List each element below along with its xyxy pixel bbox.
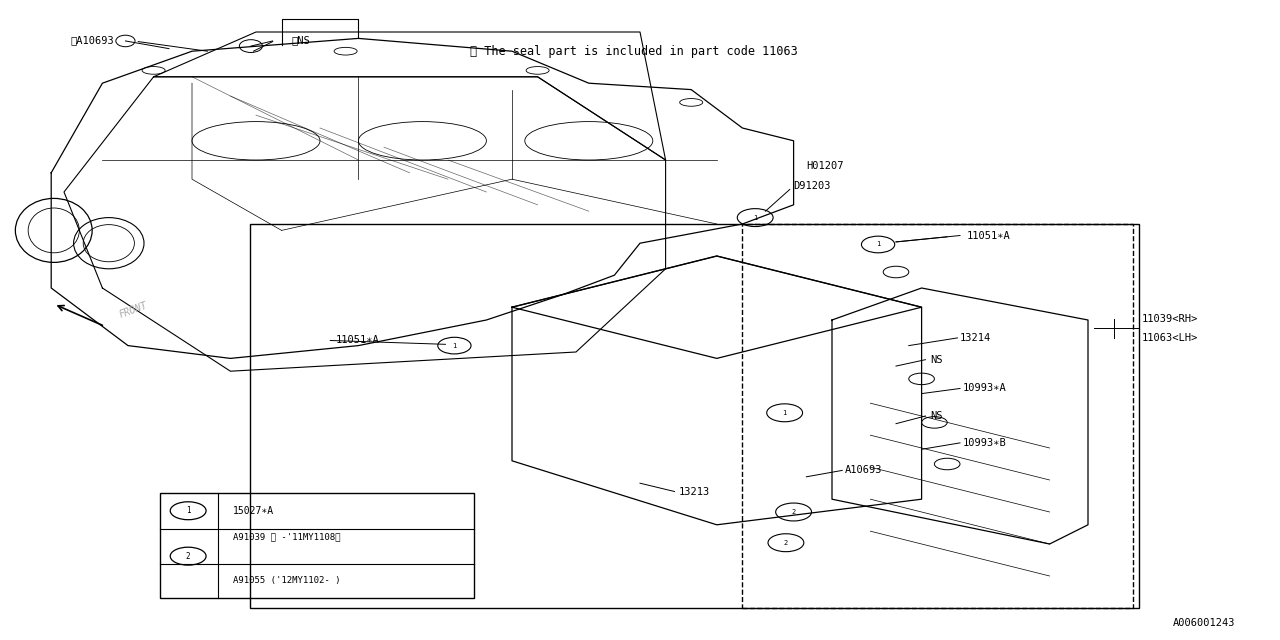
Text: 1: 1	[186, 506, 191, 515]
Text: 1: 1	[782, 410, 787, 416]
Text: 1: 1	[876, 241, 881, 248]
Text: 1: 1	[452, 342, 457, 349]
Text: 11051∗A: 11051∗A	[335, 335, 379, 346]
Text: 15027∗A: 15027∗A	[233, 506, 274, 516]
Text: NS: NS	[931, 355, 943, 365]
Bar	[160, 493, 474, 598]
Text: A006001243: A006001243	[1172, 618, 1235, 628]
Text: A10693: A10693	[845, 465, 882, 476]
Text: 2: 2	[791, 509, 796, 515]
Text: D91203: D91203	[794, 180, 831, 191]
Text: A91039 〈 -'11MY1108〉: A91039 〈 -'11MY1108〉	[233, 532, 340, 541]
Text: 2: 2	[186, 552, 191, 561]
Text: 11051∗A: 11051∗A	[966, 230, 1010, 241]
Text: ※A10693: ※A10693	[70, 35, 114, 45]
Text: A91055 ('12MY1102- ): A91055 ('12MY1102- )	[233, 576, 340, 585]
Text: 10993∗B: 10993∗B	[963, 438, 1006, 448]
Bar	[250, 224, 1139, 608]
Bar	[742, 224, 1133, 608]
Text: H01207: H01207	[806, 161, 844, 172]
Text: 11039<RH>: 11039<RH>	[1142, 314, 1198, 324]
Text: ※ The seal part is included in part code 11063: ※ The seal part is included in part code…	[470, 45, 797, 58]
Text: 2: 2	[783, 540, 788, 546]
Text: 11063<LH>: 11063<LH>	[1142, 333, 1198, 343]
Text: NS: NS	[931, 411, 943, 421]
Text: 1: 1	[753, 214, 758, 221]
Text: FRONT: FRONT	[118, 301, 148, 320]
Text: 10993∗A: 10993∗A	[963, 383, 1006, 394]
Text: 13214: 13214	[960, 333, 991, 343]
Text: ※NS: ※NS	[292, 35, 311, 45]
Text: 13213: 13213	[678, 486, 709, 497]
